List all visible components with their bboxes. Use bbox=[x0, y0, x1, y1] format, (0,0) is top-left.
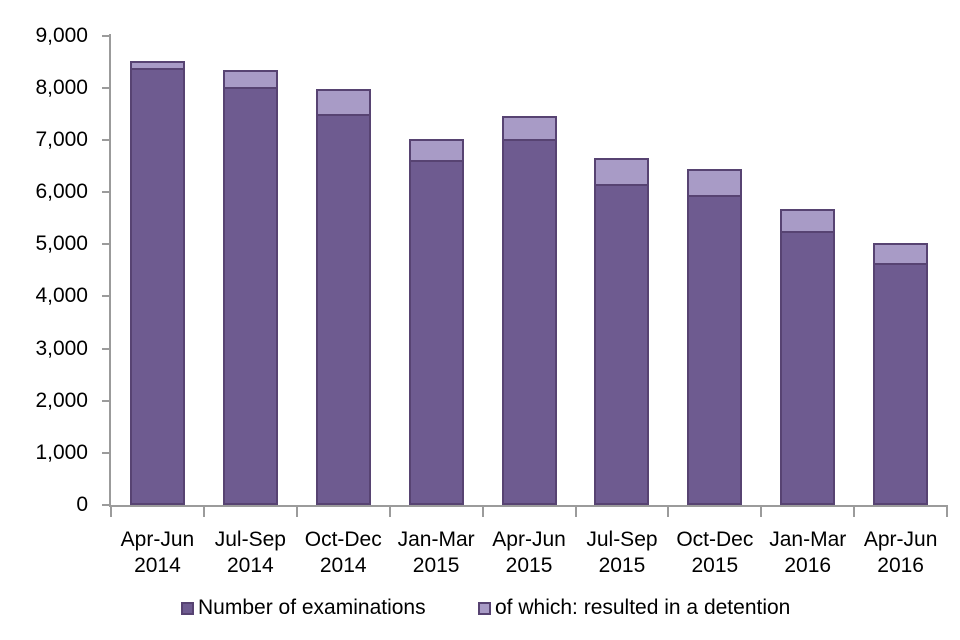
x-category-label: Oct-Dec bbox=[676, 528, 754, 551]
legend-swatch-examinations bbox=[181, 601, 194, 615]
y-tick-label: 7,000 bbox=[35, 128, 88, 152]
y-tick-label: 3,000 bbox=[35, 336, 88, 360]
x-category-year-label: 2015 bbox=[505, 554, 553, 577]
y-tick-label: 6,000 bbox=[35, 180, 88, 204]
bar-segment-detention bbox=[129, 60, 185, 69]
legend-item-examinations: Number of examinations bbox=[181, 596, 426, 619]
x-axis-tick bbox=[574, 505, 577, 517]
y-tick-label: 5,000 bbox=[35, 232, 88, 256]
legend-item-detention: of which: resulted in a detention bbox=[478, 596, 791, 619]
bar-segment-detention bbox=[687, 169, 743, 195]
y-axis-line bbox=[109, 34, 111, 507]
bar-segment-examinations bbox=[780, 230, 836, 505]
x-category-year-label: 2016 bbox=[784, 554, 832, 577]
bar-segment-detention bbox=[780, 209, 836, 231]
x-axis-tick bbox=[667, 505, 670, 517]
y-axis-tick bbox=[102, 243, 110, 246]
x-category-year-label: 2014 bbox=[134, 554, 181, 577]
legend-label-examinations: Number of examinations bbox=[198, 596, 426, 619]
bar-segment-examinations bbox=[501, 138, 557, 505]
bar-segment-detention bbox=[873, 242, 929, 263]
x-axis-tick bbox=[481, 505, 484, 517]
bar-segment-detention bbox=[501, 116, 557, 139]
x-axis-tick bbox=[295, 505, 298, 517]
x-category-year-label: 2015 bbox=[412, 554, 460, 577]
x-category-year-label: 2015 bbox=[598, 554, 646, 577]
x-category-label: Apr-Jun bbox=[863, 528, 938, 551]
x-axis-tick bbox=[388, 505, 391, 517]
bar-segment-detention bbox=[315, 89, 371, 114]
x-axis-line bbox=[109, 505, 947, 507]
x-category-label: Oct-Dec bbox=[304, 528, 382, 551]
y-axis-tick bbox=[102, 399, 110, 402]
bar-segment-examinations bbox=[315, 113, 371, 505]
bar-segment-examinations bbox=[687, 194, 743, 505]
bar-segment-examinations bbox=[222, 86, 278, 505]
x-category-label: Jan-Mar bbox=[769, 528, 847, 551]
x-category-year-label: 2016 bbox=[877, 554, 924, 577]
x-category-year-label: 2015 bbox=[691, 554, 739, 577]
y-axis-tick bbox=[102, 139, 110, 142]
y-tick-label: 0 bbox=[76, 493, 88, 516]
bar-segment-examinations bbox=[129, 68, 185, 505]
bar-segment-examinations bbox=[873, 262, 929, 505]
legend-swatch-detention bbox=[478, 601, 491, 615]
y-axis-tick bbox=[102, 34, 110, 37]
y-tick-label: 4,000 bbox=[35, 284, 88, 308]
y-axis-tick bbox=[102, 191, 110, 194]
x-category-year-label: 2014 bbox=[226, 554, 274, 577]
x-axis-tick bbox=[946, 505, 949, 517]
x-category-label: Jul-Sep bbox=[214, 528, 286, 551]
x-category-label: Jan-Mar bbox=[397, 528, 475, 551]
x-category-label: Jul-Sep bbox=[586, 528, 658, 551]
bar-segment-detention bbox=[594, 158, 650, 185]
x-axis-tick bbox=[202, 505, 205, 517]
y-tick-label: 2,000 bbox=[35, 388, 88, 412]
x-category-year-label: 2014 bbox=[319, 554, 367, 577]
y-tick-label: 9,000 bbox=[35, 23, 88, 47]
y-axis-tick bbox=[102, 451, 110, 454]
x-axis-tick bbox=[853, 505, 856, 517]
bar-segment-examinations bbox=[594, 184, 650, 505]
y-axis-tick bbox=[102, 347, 110, 350]
x-axis-tick bbox=[760, 505, 763, 517]
x-axis-tick bbox=[110, 505, 112, 517]
y-axis-tick bbox=[102, 295, 110, 298]
y-tick-label: 8,000 bbox=[35, 75, 88, 99]
x-category-label: Apr-Jun bbox=[492, 528, 566, 551]
x-category-label: Apr-Jun bbox=[120, 528, 195, 551]
y-axis-tick bbox=[102, 504, 110, 506]
bar-segment-detention bbox=[222, 69, 278, 87]
bar-segment-examinations bbox=[408, 159, 464, 505]
bar-segment-detention bbox=[408, 139, 464, 160]
y-tick-label: 1,000 bbox=[35, 440, 88, 464]
y-axis-tick bbox=[102, 86, 110, 89]
legend-label-detention: of which: resulted in a detention bbox=[495, 596, 791, 619]
